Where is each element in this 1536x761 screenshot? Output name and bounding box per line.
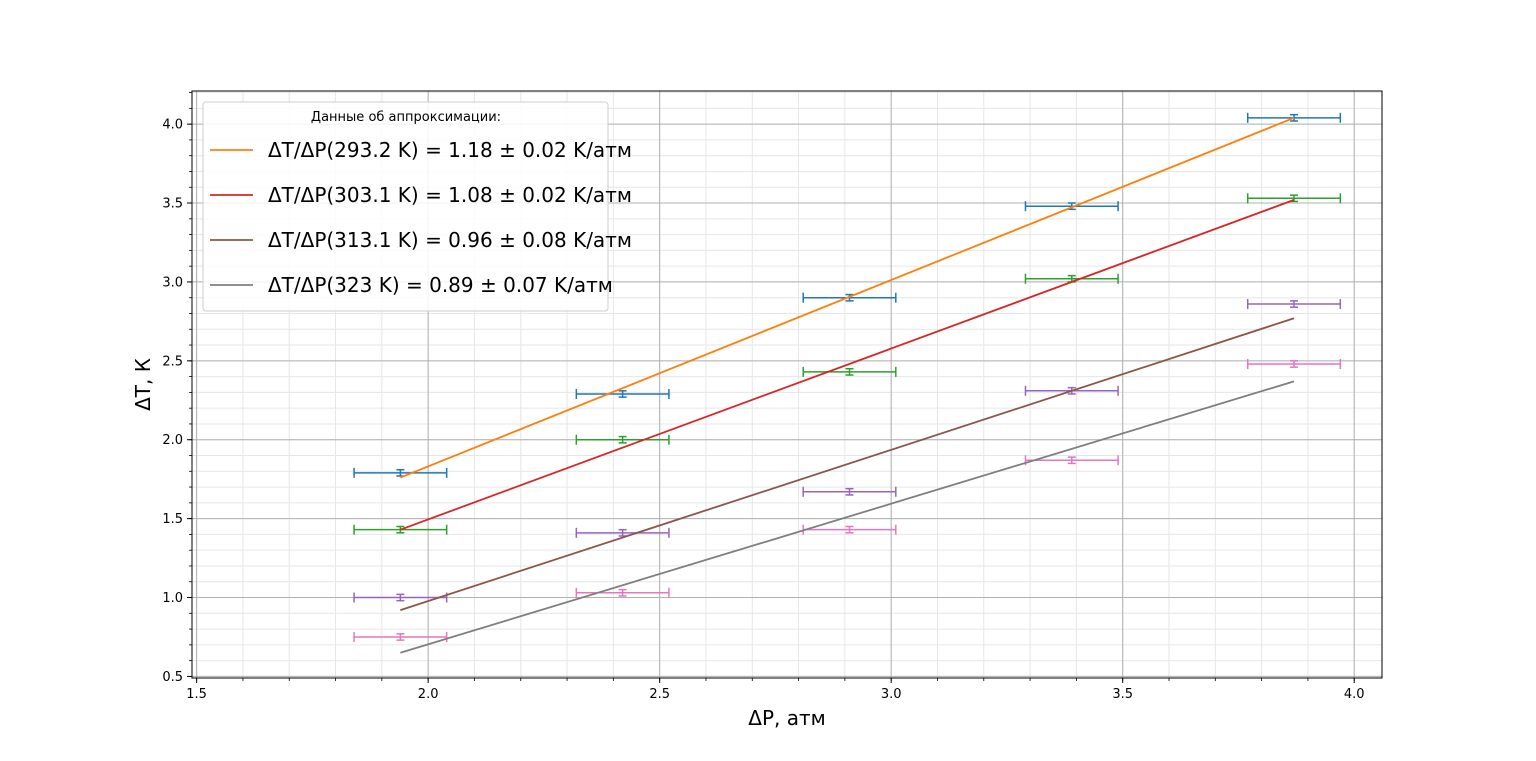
data-point (353, 592, 448, 603)
data-point (802, 366, 897, 377)
legend-entries: ΔT/ΔP(293.2 K) = 1.18 ± 0.02 K/атм ΔT/ΔP(… (210, 138, 632, 297)
data-point (1024, 455, 1119, 466)
data-point (1246, 299, 1342, 310)
data-point (1024, 201, 1119, 212)
data-point (353, 631, 448, 642)
plot-frame (191, 90, 1383, 679)
y-tick-label: 2.0 (162, 433, 183, 448)
data-point (575, 587, 670, 598)
y-axis-label: ΔT, К (131, 358, 155, 411)
plot-series (353, 112, 1342, 654)
x-axis-label: ΔP, атм (748, 706, 825, 730)
y-tick-label: 1.5 (162, 512, 183, 527)
data-point (575, 388, 670, 399)
y-tick-label: 3.5 (162, 197, 183, 212)
data-point (802, 524, 897, 535)
legend-label: ΔT/ΔP(303.1 K) = 1.08 ± 0.02 K/атм (268, 183, 632, 207)
x-tick-label: 4.0 (1344, 687, 1365, 702)
data-point (1246, 358, 1342, 369)
legend-label: ΔT/ΔP(323 K) = 0.89 ± 0.07 K/атм (268, 273, 613, 297)
fit-line (400, 116, 1295, 479)
y-tick-label: 1.0 (162, 591, 183, 606)
legend-title: Данные об аппроксимации: (311, 110, 501, 125)
y-tick-label: 2.5 (162, 354, 183, 369)
fit-line (400, 199, 1295, 531)
y-tick-label: 0.5 (162, 670, 183, 685)
data-point (575, 434, 670, 445)
x-tick-label: 2.0 (418, 687, 439, 702)
legend-label: ΔT/ΔP(293.2 K) = 1.18 ± 0.02 K/атм (268, 138, 632, 162)
legend-label: ΔT/ΔP(313.1 K) = 0.96 ± 0.08 K/атм (268, 228, 632, 252)
x-tick-label: 3.0 (881, 687, 902, 702)
x-tick-label: 2.5 (649, 687, 670, 702)
fit-line (400, 380, 1295, 654)
data-point (1246, 193, 1342, 204)
x-tick-label: 3.5 (1112, 687, 1133, 702)
fit-line (400, 317, 1295, 612)
y-tick-label: 4.0 (162, 118, 183, 133)
data-point (353, 467, 448, 478)
axis-ticks: 1.5 2.0 2.5 3.0 3.5 4.0 0.5 1.0 1.5 2.0 2.5 3.0 3.5 4… (162, 92, 1365, 702)
data-point (1246, 112, 1342, 123)
x-tick-label: 1.5 (186, 687, 207, 702)
legend: Данные об аппроксимации: ΔT/ΔP(293.2 K) … (202, 101, 632, 312)
data-point (575, 527, 670, 538)
y-tick-label: 3.0 (162, 275, 183, 290)
legend-box (202, 101, 609, 312)
data-point (802, 486, 897, 497)
